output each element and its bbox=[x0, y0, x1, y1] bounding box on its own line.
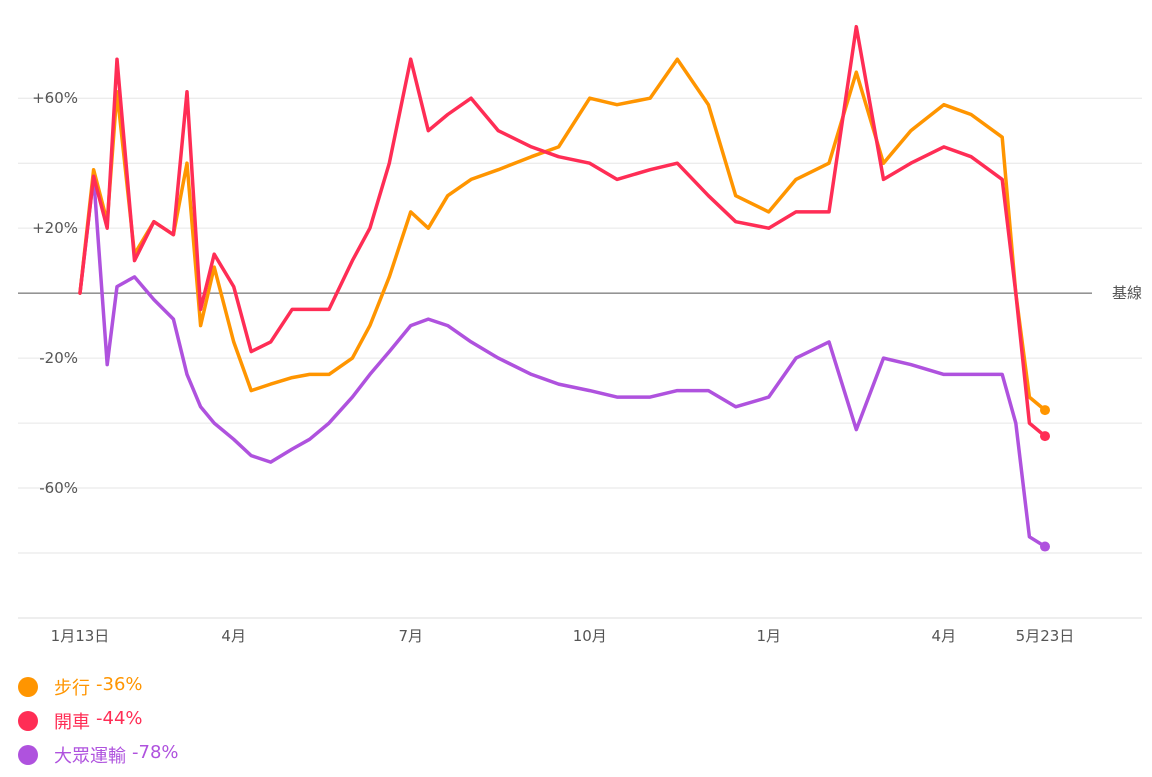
y-tick-label: +20% bbox=[32, 219, 78, 237]
legend-item-driving[interactable]: 開車 -44% bbox=[18, 704, 179, 738]
y-tick-label: -60% bbox=[39, 479, 78, 497]
gridlines bbox=[18, 97, 1142, 619]
legend-item-walking[interactable]: 步行 -36% bbox=[18, 670, 179, 704]
series-line bbox=[78, 174, 1047, 549]
legend-value-walking: -36% bbox=[96, 674, 143, 695]
y-axis-ticks: +60% +20% -20% -60% bbox=[32, 89, 78, 497]
x-tick-label: 7月 bbox=[398, 627, 423, 645]
series-line bbox=[78, 57, 1047, 412]
legend: 步行 -36% 開車 -44% 大眾運輸 -78% bbox=[18, 670, 179, 772]
legend-value-transit: -78% bbox=[132, 742, 179, 763]
x-tick-label: 5月23日 bbox=[1016, 627, 1075, 645]
y-tick-label: -20% bbox=[39, 349, 78, 367]
baseline: 基線 bbox=[18, 284, 1142, 302]
legend-value-driving: -44% bbox=[96, 708, 143, 729]
mobility-chart: 基線 +60% +20% -20% -60% 1月13日 4月 7月 10月 1月 4月 5月23… bbox=[18, 24, 1142, 645]
series-end-point bbox=[1040, 541, 1050, 552]
walking-dot-icon bbox=[18, 677, 38, 697]
x-tick-label: 1月 bbox=[756, 627, 781, 645]
baseline-label: 基線 bbox=[1112, 284, 1142, 302]
x-tick-label: 4月 bbox=[932, 627, 957, 645]
transit-dot-icon bbox=[18, 745, 38, 765]
x-tick-label: 10月 bbox=[573, 627, 607, 645]
y-tick-label: +60% bbox=[32, 89, 78, 107]
legend-item-transit[interactable]: 大眾運輸 -78% bbox=[18, 738, 179, 772]
series-end-point bbox=[1040, 405, 1050, 416]
legend-label-driving: 開車 bbox=[54, 712, 90, 733]
x-tick-label: 1月13日 bbox=[51, 627, 110, 645]
series-line bbox=[78, 24, 1047, 438]
driving-dot-icon bbox=[18, 711, 38, 731]
series-lines bbox=[78, 24, 1050, 552]
x-axis-ticks: 1月13日 4月 7月 10月 1月 4月 5月23日 bbox=[51, 627, 1075, 645]
series-end-point bbox=[1040, 431, 1050, 442]
legend-label-walking: 步行 bbox=[54, 678, 90, 699]
x-tick-label: 4月 bbox=[221, 627, 246, 645]
legend-label-transit: 大眾運輸 bbox=[54, 746, 126, 767]
